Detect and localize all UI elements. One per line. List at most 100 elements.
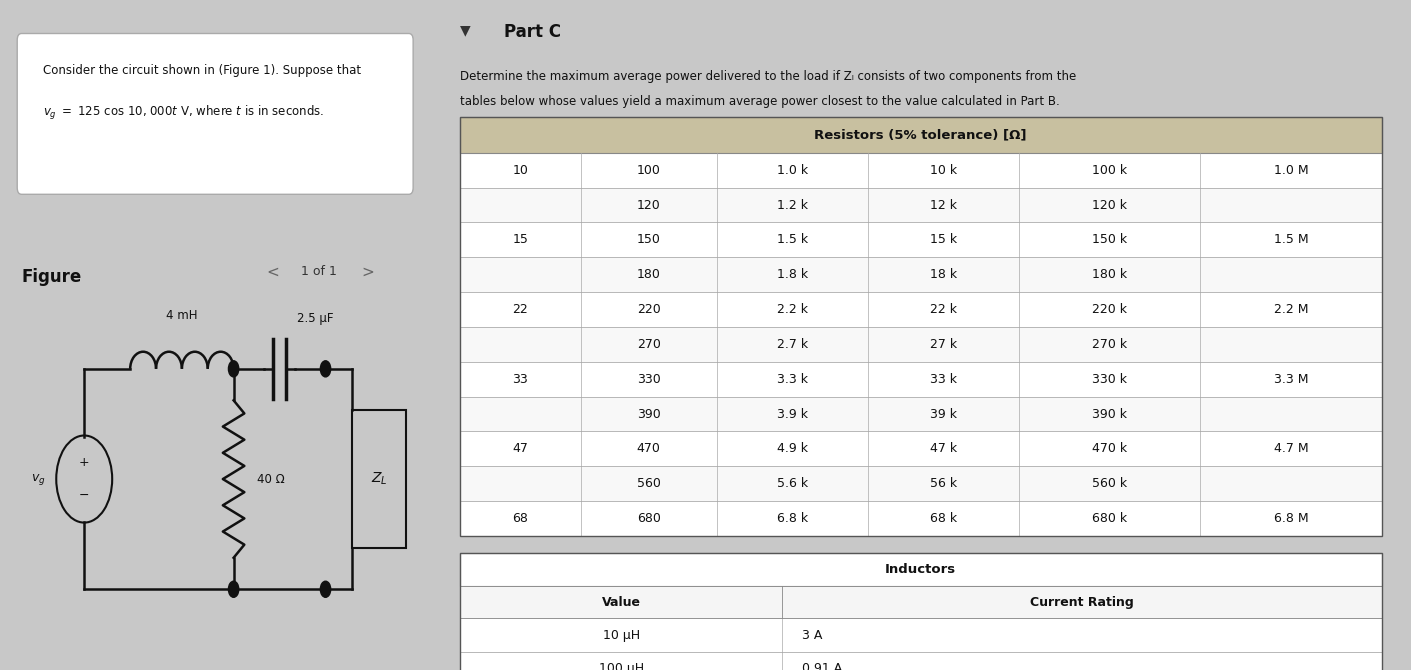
Text: 120: 120 xyxy=(636,198,660,212)
Text: 47: 47 xyxy=(512,442,528,456)
Text: 15 k: 15 k xyxy=(930,233,957,247)
Text: 470 k: 470 k xyxy=(1092,442,1127,456)
Bar xyxy=(460,618,1381,652)
Text: 100 k: 100 k xyxy=(1092,163,1127,177)
Text: 39 k: 39 k xyxy=(930,407,957,421)
Text: 2.2 k: 2.2 k xyxy=(776,303,807,316)
Text: 4.7 M: 4.7 M xyxy=(1274,442,1308,456)
Text: Determine the maximum average power delivered to the load if Zₗ consists of two : Determine the maximum average power deli… xyxy=(460,70,1077,83)
Text: 100: 100 xyxy=(636,163,660,177)
Text: <: < xyxy=(267,265,279,279)
Text: 150 k: 150 k xyxy=(1092,233,1127,247)
Text: 330: 330 xyxy=(636,373,660,386)
Text: >: > xyxy=(361,265,374,279)
Text: tables below whose values yield a maximum average power closest to the value cal: tables below whose values yield a maximu… xyxy=(460,95,1060,108)
Text: 2.2 M: 2.2 M xyxy=(1274,303,1308,316)
Text: 10 μH: 10 μH xyxy=(602,628,639,642)
Text: 1.8 k: 1.8 k xyxy=(776,268,807,281)
Text: 5.6 k: 5.6 k xyxy=(776,477,807,490)
Text: 40 Ω: 40 Ω xyxy=(257,472,285,486)
Text: 4 mH: 4 mH xyxy=(166,309,198,322)
Text: 220 k: 220 k xyxy=(1092,303,1127,316)
Text: Resistors (5% tolerance) [Ω]: Resistors (5% tolerance) [Ω] xyxy=(814,129,1027,141)
Text: 22: 22 xyxy=(512,303,528,316)
Text: 1.0 M: 1.0 M xyxy=(1274,163,1308,177)
Circle shape xyxy=(320,360,330,377)
Text: 56 k: 56 k xyxy=(930,477,957,490)
Text: 3.3 k: 3.3 k xyxy=(776,373,807,386)
Bar xyxy=(460,553,1381,670)
Text: 270: 270 xyxy=(636,338,660,351)
Text: $v_g$: $v_g$ xyxy=(31,472,47,486)
Text: Value: Value xyxy=(601,596,641,609)
Text: 180: 180 xyxy=(636,268,660,281)
Text: 220: 220 xyxy=(636,303,660,316)
Text: 68 k: 68 k xyxy=(930,512,957,525)
FancyBboxPatch shape xyxy=(17,34,413,194)
Text: 10: 10 xyxy=(512,163,528,177)
Text: 1.5 M: 1.5 M xyxy=(1274,233,1308,247)
Text: 12 k: 12 k xyxy=(930,198,957,212)
Text: 180 k: 180 k xyxy=(1092,268,1127,281)
Text: −: − xyxy=(79,489,89,502)
Text: 390: 390 xyxy=(636,407,660,421)
Bar xyxy=(460,466,1381,501)
Text: 470: 470 xyxy=(636,442,660,456)
Text: 120 k: 120 k xyxy=(1092,198,1127,212)
Text: 27 k: 27 k xyxy=(930,338,957,351)
Text: 6.8 k: 6.8 k xyxy=(776,512,807,525)
Text: 2.5 μF: 2.5 μF xyxy=(296,312,333,326)
Circle shape xyxy=(320,581,330,598)
Bar xyxy=(353,410,406,548)
Text: 390 k: 390 k xyxy=(1092,407,1127,421)
Text: 3 A: 3 A xyxy=(801,628,823,642)
Text: 3.3 M: 3.3 M xyxy=(1274,373,1308,386)
Text: 680: 680 xyxy=(636,512,660,525)
Text: Current Rating: Current Rating xyxy=(1030,596,1134,609)
Bar xyxy=(460,652,1381,670)
Bar xyxy=(460,257,1381,292)
Text: 10 k: 10 k xyxy=(930,163,957,177)
Bar xyxy=(460,501,1381,536)
Text: 270 k: 270 k xyxy=(1092,338,1127,351)
Bar xyxy=(460,553,1381,586)
Text: 2.7 k: 2.7 k xyxy=(776,338,807,351)
Text: 1.5 k: 1.5 k xyxy=(776,233,807,247)
Text: Part C: Part C xyxy=(504,23,562,42)
Text: 1.0 k: 1.0 k xyxy=(776,163,807,177)
Text: 33: 33 xyxy=(512,373,528,386)
Bar xyxy=(460,222,1381,257)
Text: +: + xyxy=(79,456,89,469)
Text: Figure: Figure xyxy=(21,268,82,286)
Bar xyxy=(460,117,1381,536)
Text: 6.8 M: 6.8 M xyxy=(1274,512,1308,525)
Text: 18 k: 18 k xyxy=(930,268,957,281)
Text: $v_g$ $=$ 125 cos 10, 000$t$ V, where $t$ is in seconds.: $v_g$ $=$ 125 cos 10, 000$t$ V, where $t… xyxy=(44,104,325,122)
Text: 330 k: 330 k xyxy=(1092,373,1127,386)
Text: ▼: ▼ xyxy=(460,23,470,38)
Text: 560 k: 560 k xyxy=(1092,477,1127,490)
Text: 100 μH: 100 μH xyxy=(598,662,643,670)
Bar xyxy=(460,362,1381,397)
Text: 1.2 k: 1.2 k xyxy=(776,198,807,212)
Text: $Z_L$: $Z_L$ xyxy=(371,471,388,487)
Bar xyxy=(460,431,1381,466)
Bar xyxy=(460,292,1381,327)
Text: Consider the circuit shown in (Figure 1). Suppose that: Consider the circuit shown in (Figure 1)… xyxy=(44,64,361,76)
Text: Inductors: Inductors xyxy=(885,563,957,576)
Circle shape xyxy=(229,581,238,598)
Text: 3.9 k: 3.9 k xyxy=(776,407,807,421)
Text: 1 of 1: 1 of 1 xyxy=(302,265,337,277)
Text: 680 k: 680 k xyxy=(1092,512,1127,525)
Bar xyxy=(460,327,1381,362)
Text: 560: 560 xyxy=(636,477,660,490)
Bar xyxy=(460,117,1381,153)
Text: 33 k: 33 k xyxy=(930,373,957,386)
Bar xyxy=(460,397,1381,431)
Bar xyxy=(460,153,1381,188)
Bar xyxy=(460,188,1381,222)
Text: 0.91 A: 0.91 A xyxy=(801,662,842,670)
Bar xyxy=(460,586,1381,618)
Text: 22 k: 22 k xyxy=(930,303,957,316)
Text: 68: 68 xyxy=(512,512,528,525)
